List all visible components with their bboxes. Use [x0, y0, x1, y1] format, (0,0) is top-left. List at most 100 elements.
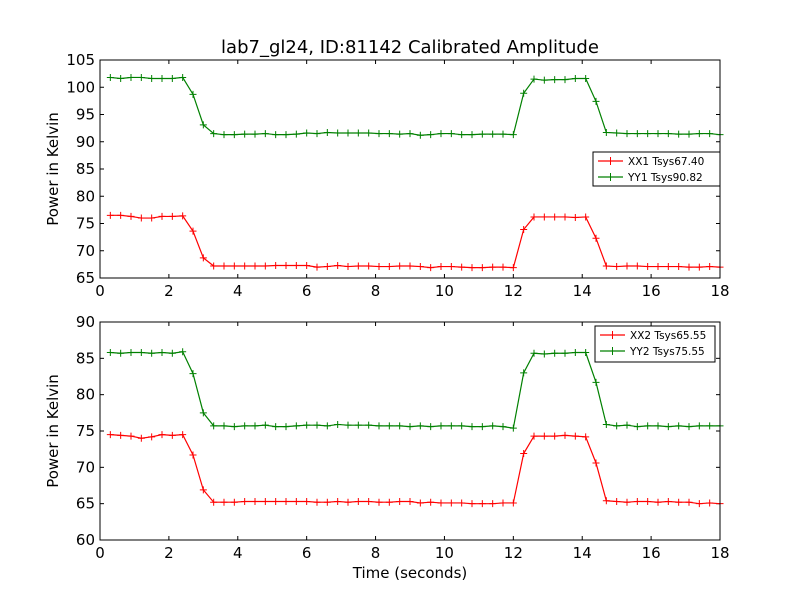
data-point — [571, 214, 579, 222]
data-point — [458, 131, 466, 139]
y-tick-label: 70 — [76, 458, 95, 476]
data-point — [334, 420, 342, 428]
data-point — [406, 262, 414, 270]
data-point — [664, 263, 672, 271]
data-point — [458, 263, 466, 271]
data-point — [499, 263, 507, 271]
data-point — [416, 422, 424, 430]
data-point — [179, 73, 187, 81]
data-point — [437, 422, 445, 430]
data-point — [468, 500, 476, 508]
data-point — [292, 422, 300, 430]
data-point — [354, 262, 362, 270]
data-point — [675, 263, 683, 271]
data-point — [292, 261, 300, 269]
data-point — [675, 422, 683, 430]
data-point — [230, 423, 238, 431]
data-point — [148, 214, 156, 222]
data-point — [633, 262, 641, 270]
legend-box — [592, 151, 721, 187]
data-point — [561, 213, 569, 221]
data-point — [623, 498, 631, 506]
data-point — [334, 497, 342, 505]
data-point — [685, 263, 693, 271]
data-point — [137, 349, 145, 357]
x-tick-label: 0 — [95, 544, 105, 562]
data-point — [251, 262, 259, 270]
data-point — [695, 130, 703, 138]
data-point — [540, 76, 548, 84]
data-point — [189, 90, 197, 98]
x-tick-label: 4 — [233, 282, 243, 300]
plot-frame — [99, 321, 721, 541]
y-tick-label: 80 — [76, 187, 95, 205]
data-point — [509, 131, 517, 139]
y-tick-label: 100 — [66, 78, 95, 96]
data-point — [127, 73, 135, 81]
data-point — [261, 130, 269, 138]
x-tick-label: 6 — [302, 544, 312, 562]
data-point — [148, 433, 156, 441]
chart-title: lab7_gl24, ID:81142 Calibrated Amplitude — [221, 37, 599, 58]
legend-label: YY2 Tsys75.55 — [629, 346, 705, 358]
data-point — [623, 421, 631, 429]
data-point — [313, 263, 321, 271]
data-point — [592, 97, 600, 105]
data-point — [509, 499, 517, 507]
x-tick-label: 14 — [573, 282, 592, 300]
data-point — [551, 349, 559, 357]
data-point — [675, 498, 683, 506]
data-point — [117, 211, 125, 219]
data-point — [396, 422, 404, 430]
data-point — [303, 497, 311, 505]
data-point — [158, 75, 166, 83]
y-tick-label: 90 — [76, 313, 95, 331]
x-tick-label: 2 — [164, 282, 174, 300]
y-tick-label: 65 — [76, 495, 95, 513]
data-point — [396, 130, 404, 138]
data-point — [478, 423, 486, 431]
data-point — [706, 499, 714, 507]
x-tick-label: 16 — [642, 282, 661, 300]
data-point — [241, 262, 249, 270]
data-point — [344, 498, 352, 506]
data-point — [365, 129, 373, 137]
data-point — [551, 76, 559, 84]
data-point — [354, 129, 362, 137]
data-point — [148, 349, 156, 357]
data-point — [168, 431, 176, 439]
data-point — [685, 423, 693, 431]
data-point — [272, 423, 280, 431]
data-point — [189, 370, 197, 378]
data-point — [158, 431, 166, 439]
x-tick-label: 18 — [710, 282, 729, 300]
data-point — [530, 349, 538, 357]
data-point — [199, 121, 207, 129]
data-point — [251, 422, 259, 430]
data-point — [644, 497, 652, 505]
data-point — [623, 130, 631, 138]
data-point — [179, 212, 187, 220]
data-point — [168, 75, 176, 83]
data-point — [571, 432, 579, 440]
data-point — [261, 421, 269, 429]
legend-marker — [608, 347, 617, 355]
data-point — [344, 129, 352, 137]
data-point — [447, 422, 455, 430]
data-point — [499, 499, 507, 507]
data-point — [365, 262, 373, 270]
data-point — [489, 130, 497, 138]
data-point — [261, 497, 269, 505]
data-point — [427, 423, 435, 431]
data-point — [664, 497, 672, 505]
data-point — [489, 422, 497, 430]
data-point — [447, 263, 455, 271]
data-point — [478, 264, 486, 272]
data-point — [685, 498, 693, 506]
data-point — [220, 498, 228, 506]
data-point — [602, 497, 610, 505]
data-point — [695, 422, 703, 430]
data-point — [230, 131, 238, 139]
data-point — [323, 128, 331, 136]
